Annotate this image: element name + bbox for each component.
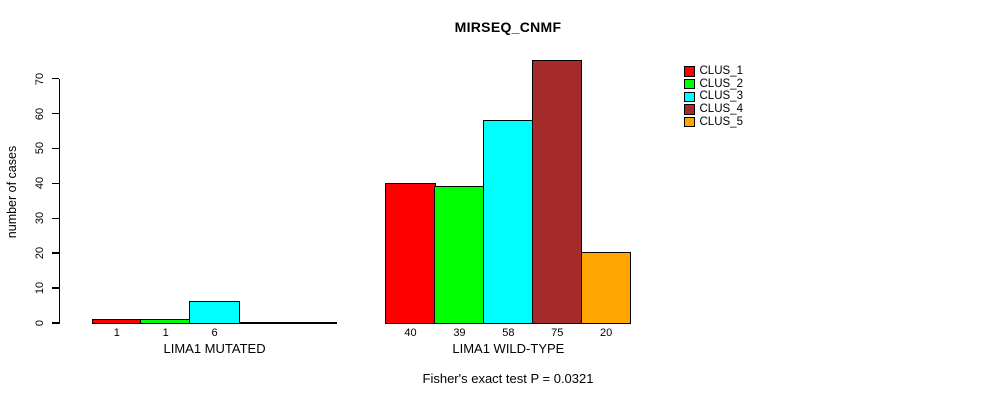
bar-value-label: 1 [113, 327, 120, 339]
legend-label: CLUS_2 [699, 77, 743, 90]
legend-swatch-clus_3 [684, 91, 695, 103]
legend-label: CLUS_5 [699, 115, 743, 128]
y-axis-tick-label: 10 [34, 281, 46, 295]
bar-clus-1-lima1-mutated [91, 318, 142, 324]
y-axis-tick [51, 287, 59, 289]
bar-clus-4-lima1-wild-type [532, 60, 583, 324]
y-axis-tick [51, 322, 59, 324]
legend-label: CLUS_3 [699, 90, 743, 103]
legend-item: CLUS_5 [684, 116, 743, 128]
y-axis-line [58, 78, 60, 325]
legend-item: CLUS_1 [684, 65, 743, 78]
y-axis-tick-label: 40 [34, 177, 46, 190]
y-axis-tick [51, 147, 59, 150]
bar-clus-1-lima1-wild-type [385, 182, 436, 324]
subtitle-fisher-test: Fisher's exact test P = 0.0321 [422, 371, 594, 386]
chart-title: MIRSEQ_CNMF [454, 19, 562, 35]
bar-clus-2-lima1-wild-type [434, 186, 485, 324]
bar-value-label: 6 [211, 327, 218, 339]
legend-swatch-clus_4 [684, 104, 695, 115]
bar-clus-3-lima1-mutated [189, 301, 240, 324]
bar-clus-3-lima1-wild-type [483, 119, 534, 324]
y-axis-tick [51, 77, 59, 80]
legend-swatch-clus_2 [684, 78, 695, 90]
bar-value-label: 20 [600, 327, 613, 339]
y-axis-tick-label: 60 [34, 107, 46, 120]
legend-label: CLUS_1 [699, 65, 743, 77]
legend-swatch-clus_5 [684, 116, 695, 128]
bar-value-label: 40 [404, 327, 417, 339]
y-axis-tick-label: 20 [34, 247, 46, 260]
y-axis-tick [51, 217, 59, 219]
bar-value-label: 1 [162, 327, 169, 339]
legend-swatch-clus_1 [684, 66, 695, 77]
y-axis-tick [51, 252, 59, 254]
bar-clus-2-lima1-mutated [140, 318, 191, 324]
bar-value-label: 58 [502, 327, 515, 339]
x-group-label: LIMA1 MUTATED [163, 341, 266, 356]
legend-label: CLUS_4 [699, 102, 743, 115]
y-axis-tick-label: 30 [34, 212, 46, 225]
legend-item: CLUS_4 [684, 103, 743, 115]
y-axis-tick [51, 112, 59, 115]
y-axis-tick [51, 182, 59, 185]
legend-item: CLUS_2 [684, 78, 743, 90]
bar-value-label: 39 [453, 327, 466, 339]
legend-item: CLUS_3 [684, 91, 743, 103]
x-group-label: LIMA1 WILD-TYPE [452, 341, 565, 356]
y-axis-tick-label: 0 [34, 319, 46, 327]
bar-value-label: 75 [551, 327, 564, 339]
bar-clus-5-lima1-wild-type [580, 252, 632, 324]
y-axis-tick-label: 70 [34, 72, 46, 85]
y-axis-tick-label: 50 [34, 142, 46, 155]
